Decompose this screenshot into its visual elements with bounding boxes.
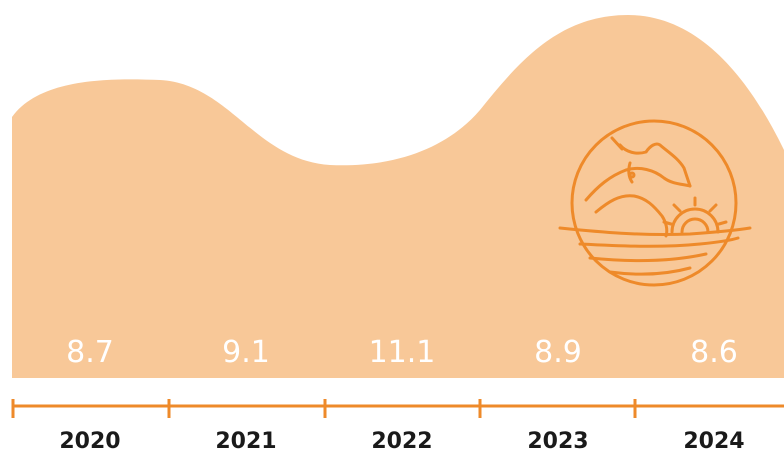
value-label-2024: 8.6 [690, 335, 738, 370]
gear [662, 196, 728, 234]
x-tick-label-2023: 2023 [527, 429, 588, 454]
area-shape [12, 15, 784, 378]
x-tick-label-2022: 2022 [371, 429, 432, 454]
year-labels: 2020 2021 2022 2023 2024 [59, 429, 744, 454]
value-labels: 8.7 9.1 11.1 8.9 8.6 [66, 335, 738, 370]
x-tick-label-2024: 2024 [683, 429, 744, 454]
x-tick-label-2020: 2020 [59, 429, 120, 454]
value-label-2022: 11.1 [369, 335, 436, 370]
value-label-2023: 8.9 [534, 335, 582, 370]
livestock-farm-gear-icon [558, 119, 752, 287]
x-tick-label-2021: 2021 [215, 429, 276, 454]
value-label-2021: 9.1 [222, 335, 270, 370]
x-axis [11, 399, 784, 418]
value-label-2020: 8.7 [66, 335, 114, 370]
